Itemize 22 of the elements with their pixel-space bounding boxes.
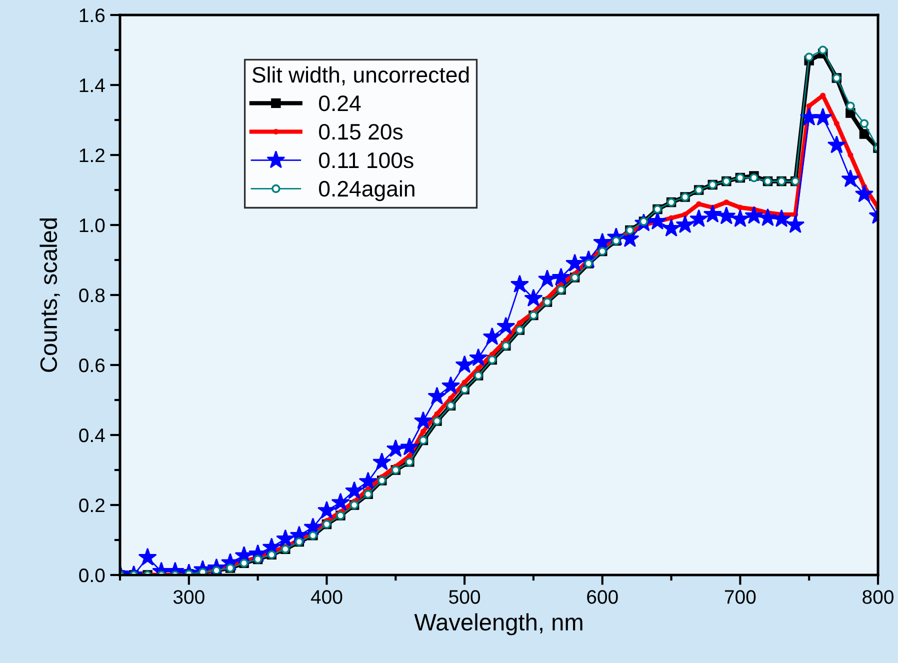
y-tick-label: 1.0 [80,218,105,232]
y-tick-label: 0.0 [79,568,105,582]
x-tick-label: 800 [862,590,894,604]
legend-label: 0.11 100s [319,152,414,168]
y-tick-label: 0.2 [79,498,104,512]
y-tick-label: 0.8 [79,288,105,302]
y-tick-label: 0.4 [79,428,105,442]
y-axis-title: Counts, scaled [40,218,60,372]
y-tick-label: 1.4 [80,78,105,92]
legend-title: Slit width, uncorrected [252,66,469,86]
y-tick-label: 0.6 [79,358,105,372]
x-tick-label: 500 [449,590,480,604]
x-tick-label: 600 [587,590,618,604]
y-tick-label: 1.2 [80,148,104,162]
x-axis-title: Wavelength, nm [414,613,582,636]
y-tick-label: 1.6 [80,8,105,22]
legend-label: 0.15 20s [319,124,403,140]
x-tick-label: 400 [310,590,342,604]
legend-label: 0.24 [319,95,361,112]
legend-label: 0.24again [319,180,414,202]
x-tick-label: 700 [724,590,756,604]
x-tick-label: 300 [173,590,204,604]
